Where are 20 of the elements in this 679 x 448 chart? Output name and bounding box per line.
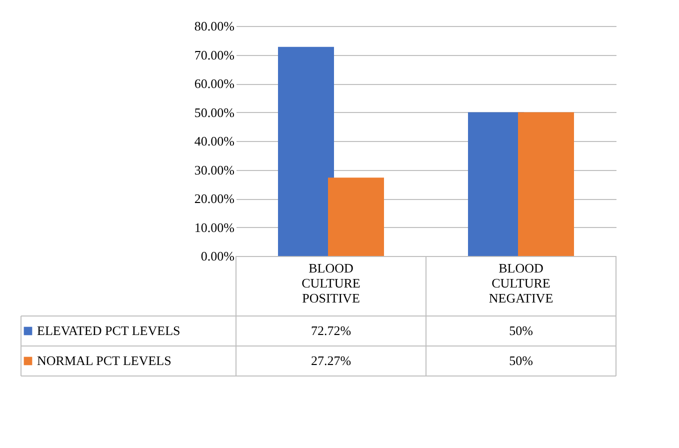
x-tick-label: BLOOD CULTURE NEGATIVE (488, 260, 554, 306)
y-tick-label: 50.00% (194, 104, 235, 120)
y-tick-label: 10.00% (194, 220, 235, 235)
data-label: 72.72% (310, 323, 352, 338)
legend-label: NORMAL PCT LEVELS (37, 353, 172, 368)
bar (278, 46, 334, 256)
data-label: 50% (509, 323, 534, 338)
y-tick-label: 70.00% (194, 47, 235, 62)
y-tick-label: 30.00% (194, 162, 235, 178)
y-tick-label: 40.00% (194, 134, 235, 148)
x-tick-label: BLOOD CULTURE POSITIVE (302, 260, 360, 306)
bar (518, 112, 574, 256)
bar (328, 178, 384, 256)
data-label: 27.27% (310, 353, 352, 368)
y-tick-label: 80.00% (194, 18, 235, 34)
y-tick-label: 20.00% (194, 191, 235, 206)
y-tick-label: 0.00% (200, 248, 235, 264)
legend-label: ELEVATED PCT LEVELS (37, 323, 180, 338)
data-label: 50% (509, 353, 534, 368)
y-tick-label: 60.00% (194, 76, 235, 91)
